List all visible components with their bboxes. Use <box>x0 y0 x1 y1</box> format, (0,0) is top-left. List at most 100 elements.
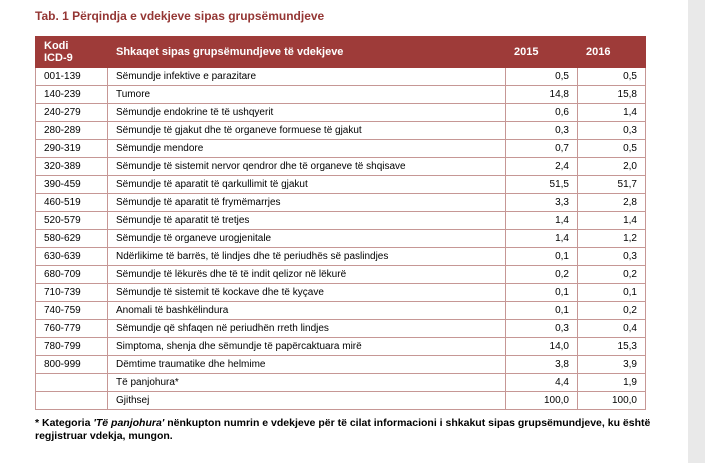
table-row: 710-739 Sëmundje të sistemit të kockave d… <box>35 283 646 302</box>
cell-cause: Sëmundje që shfaqen në periudhën rreth l… <box>107 319 506 338</box>
cell-cause: Sëmundje endokrine të të ushqyerit <box>107 103 506 122</box>
cell-cause: Sëmundje të aparatit të tretjes <box>107 211 506 230</box>
cell-cause: Ndërlikime të barrës, të lindjes dhe të … <box>107 247 506 266</box>
cell-2015: 1,4 <box>505 229 578 248</box>
header-cause-column: Shkaqet sipas grupsëmundjeve të vdekjeve <box>107 36 506 68</box>
header-2015-column: 2015 <box>505 36 578 68</box>
footnote-prefix: * Kategoria <box>35 417 94 429</box>
cell-code: 460-519 <box>35 193 108 212</box>
table-row: 240-279 Sëmundje endokrine të të ushqyeri… <box>35 103 646 122</box>
cell-cause: Gjithsej <box>107 391 506 410</box>
cell-2015: 0,3 <box>505 121 578 140</box>
table-row: 140-239 Tumore 14,8 15,8 <box>35 85 646 104</box>
table-header: Kodi ICD-9 Shkaqet sipas grupsëmundjeve … <box>35 36 646 68</box>
table-row: 760-779 Sëmundje që shfaqen në periudhën … <box>35 319 646 338</box>
table-row: Të panjohura* 4,4 1,9 <box>35 373 646 392</box>
cell-code: 760-779 <box>35 319 108 338</box>
cell-2016: 1,4 <box>577 103 646 122</box>
cell-2015: 14,8 <box>505 85 578 104</box>
footnote-rest: nënkupton numrin e vdekjeve për të cilat… <box>35 417 651 442</box>
cell-code: 780-799 <box>35 337 108 356</box>
cell-cause: Anomali të bashkëlindura <box>107 301 506 320</box>
cell-code: 800-999 <box>35 355 108 374</box>
table-row: 280-289 Sëmundje të gjakut dhe të organev… <box>35 121 646 140</box>
cell-2016: 51,7 <box>577 175 646 194</box>
cell-2015: 14,0 <box>505 337 578 356</box>
footnote-category-term: 'Të panjohura' <box>93 417 165 429</box>
cell-cause: Tumore <box>107 85 506 104</box>
cell-code: 240-279 <box>35 103 108 122</box>
cell-2015: 0,3 <box>505 319 578 338</box>
cell-code: 680-709 <box>35 265 108 284</box>
cell-code: 710-739 <box>35 283 108 302</box>
header-code-line1: Kodi <box>44 40 69 52</box>
cell-2016: 2,0 <box>577 157 646 176</box>
cell-2016: 0,4 <box>577 319 646 338</box>
table-row: 680-709 Sëmundje të lëkurës dhe të të ind… <box>35 265 646 284</box>
cell-2015: 51,5 <box>505 175 578 194</box>
table-row: 580-629 Sëmundje të organeve urogjenitale… <box>35 229 646 248</box>
cell-2015: 0,6 <box>505 103 578 122</box>
cell-2016: 1,2 <box>577 229 646 248</box>
cell-cause: Sëmundje mendore <box>107 139 506 158</box>
table-row: 460-519 Sëmundje të aparatit të frymëmarr… <box>35 193 646 212</box>
cell-2015: 4,4 <box>505 373 578 392</box>
cell-cause: Simptoma, shenja dhe sëmundje të papërca… <box>107 337 506 356</box>
footnote: * Kategoria 'Të panjohura' nënkupton num… <box>35 417 667 442</box>
table-title: Tab. 1 Përqindja e vdekjeve sipas grupsë… <box>35 9 325 23</box>
cell-2016: 0,3 <box>577 121 646 140</box>
header-2016-column: 2016 <box>577 36 646 68</box>
cell-cause: Dëmtime traumatike dhe helmime <box>107 355 506 374</box>
cell-2015: 100,0 <box>505 391 578 410</box>
cell-cause: Sëmundje të aparatit të qarkullimit të g… <box>107 175 506 194</box>
cell-code: 740-759 <box>35 301 108 320</box>
cell-cause: Sëmundje të lëkurës dhe të të indit qeli… <box>107 265 506 284</box>
cell-code: 001-139 <box>35 67 108 86</box>
cell-2016: 0,1 <box>577 283 646 302</box>
cell-code: 290-319 <box>35 139 108 158</box>
cell-2015: 0,2 <box>505 265 578 284</box>
cell-cause: Sëmundje të aparatit të frymëmarrjes <box>107 193 506 212</box>
cell-2016: 2,8 <box>577 193 646 212</box>
cell-2015: 0,5 <box>505 67 578 86</box>
header-code-line2: ICD-9 <box>44 52 73 64</box>
header-code-column: Kodi ICD-9 <box>35 36 108 68</box>
cell-2015: 3,3 <box>505 193 578 212</box>
cell-2015: 3,8 <box>505 355 578 374</box>
cell-cause: Sëmundje të organeve urogjenitale <box>107 229 506 248</box>
cell-2015: 0,1 <box>505 301 578 320</box>
cell-2016: 0,2 <box>577 301 646 320</box>
cell-2016: 1,4 <box>577 211 646 230</box>
cell-2015: 0,1 <box>505 283 578 302</box>
cell-2015: 0,1 <box>505 247 578 266</box>
table-row: 800-999 Dëmtime traumatike dhe helmime 3,8… <box>35 355 646 374</box>
cell-2016: 3,9 <box>577 355 646 374</box>
cell-2016: 15,3 <box>577 337 646 356</box>
table-row: 520-579 Sëmundje të aparatit të tretjes 1,… <box>35 211 646 230</box>
cell-code: 390-459 <box>35 175 108 194</box>
cell-cause: Sëmundje të sistemit nervor qendror dhe … <box>107 157 506 176</box>
cell-2016: 1,9 <box>577 373 646 392</box>
table-row: 290-319 Sëmundje mendore 0,7 0,5 <box>35 139 646 158</box>
cell-code: 580-629 <box>35 229 108 248</box>
cell-2015: 2,4 <box>505 157 578 176</box>
cell-2016: 0,5 <box>577 139 646 158</box>
cell-2016: 100,0 <box>577 391 646 410</box>
table-row: 780-799 Simptoma, shenja dhe sëmundje të … <box>35 337 646 356</box>
table-row: Gjithsej 100,0 100,0 <box>35 391 646 410</box>
cell-2015: 1,4 <box>505 211 578 230</box>
deaths-by-disease-group-table: Kodi ICD-9 Shkaqet sipas grupsëmundjeve … <box>35 36 646 410</box>
cell-code: 140-239 <box>35 85 108 104</box>
table-row: 740-759 Anomali të bashkëlindura 0,1 0,2 <box>35 301 646 320</box>
cell-cause: Sëmundje të gjakut dhe të organeve formu… <box>107 121 506 140</box>
table-row: 390-459 Sëmundje të aparatit të qarkullim… <box>35 175 646 194</box>
table-row: 320-389 Sëmundje të sistemit nervor qendr… <box>35 157 646 176</box>
cell-2016: 15,8 <box>577 85 646 104</box>
cell-cause: Sëmundje infektive e parazitare <box>107 67 506 86</box>
document-content: Tab. 1 Përqindja e vdekjeve sipas grupsë… <box>35 9 667 442</box>
cell-code <box>35 391 108 410</box>
table-row: 001-139 Sëmundje infektive e parazitare 0,… <box>35 67 646 86</box>
page-edge <box>688 0 705 463</box>
cell-cause: Të panjohura* <box>107 373 506 392</box>
cell-2016: 0,2 <box>577 265 646 284</box>
